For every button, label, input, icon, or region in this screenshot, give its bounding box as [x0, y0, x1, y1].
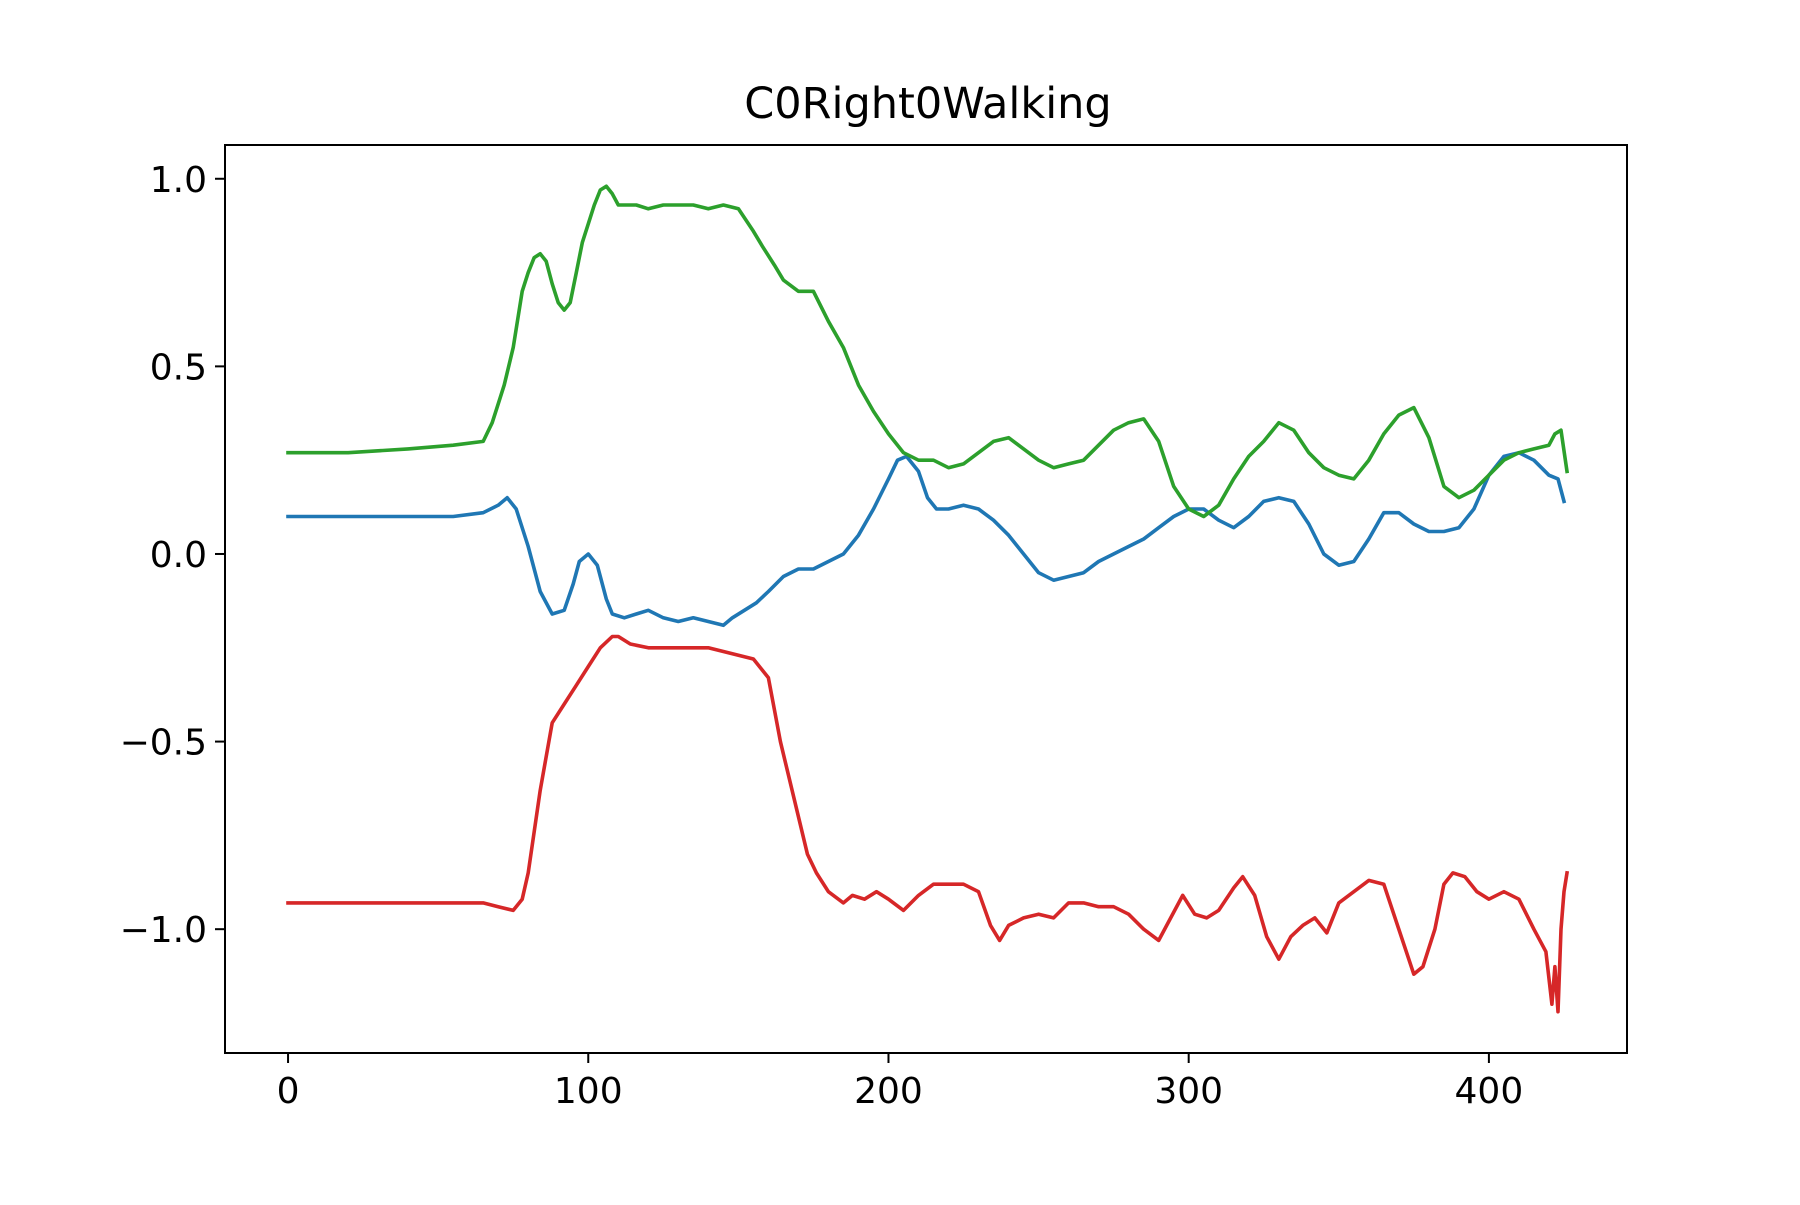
y-tick-label: −1.0: [120, 910, 207, 951]
x-tick-label: 300: [1154, 1071, 1223, 1112]
chart-title: C0Right0Walking: [744, 79, 1111, 129]
y-tick-label: 0.5: [150, 347, 207, 388]
y-tick-label: 0.0: [150, 535, 207, 576]
series-line-0: [286, 450, 1567, 628]
y-tick-label: 1.0: [150, 160, 207, 201]
x-tick-label: 100: [554, 1071, 623, 1112]
y-tick-label: −0.5: [120, 723, 207, 764]
series-line-1: [286, 184, 1570, 519]
x-axis-ticks: 0 100 200 300 400: [277, 1053, 1524, 1112]
series-layer: [286, 184, 1570, 1014]
y-axis-ticks: −1.0 −0.5 0.0 0.5 1.0: [120, 160, 225, 951]
x-tick-label: 0: [277, 1071, 300, 1112]
plot-frame: [224, 144, 1628, 1054]
series-line-2: [286, 634, 1570, 1014]
x-tick-label: 400: [1455, 1071, 1524, 1112]
x-tick-label: 200: [854, 1071, 923, 1112]
